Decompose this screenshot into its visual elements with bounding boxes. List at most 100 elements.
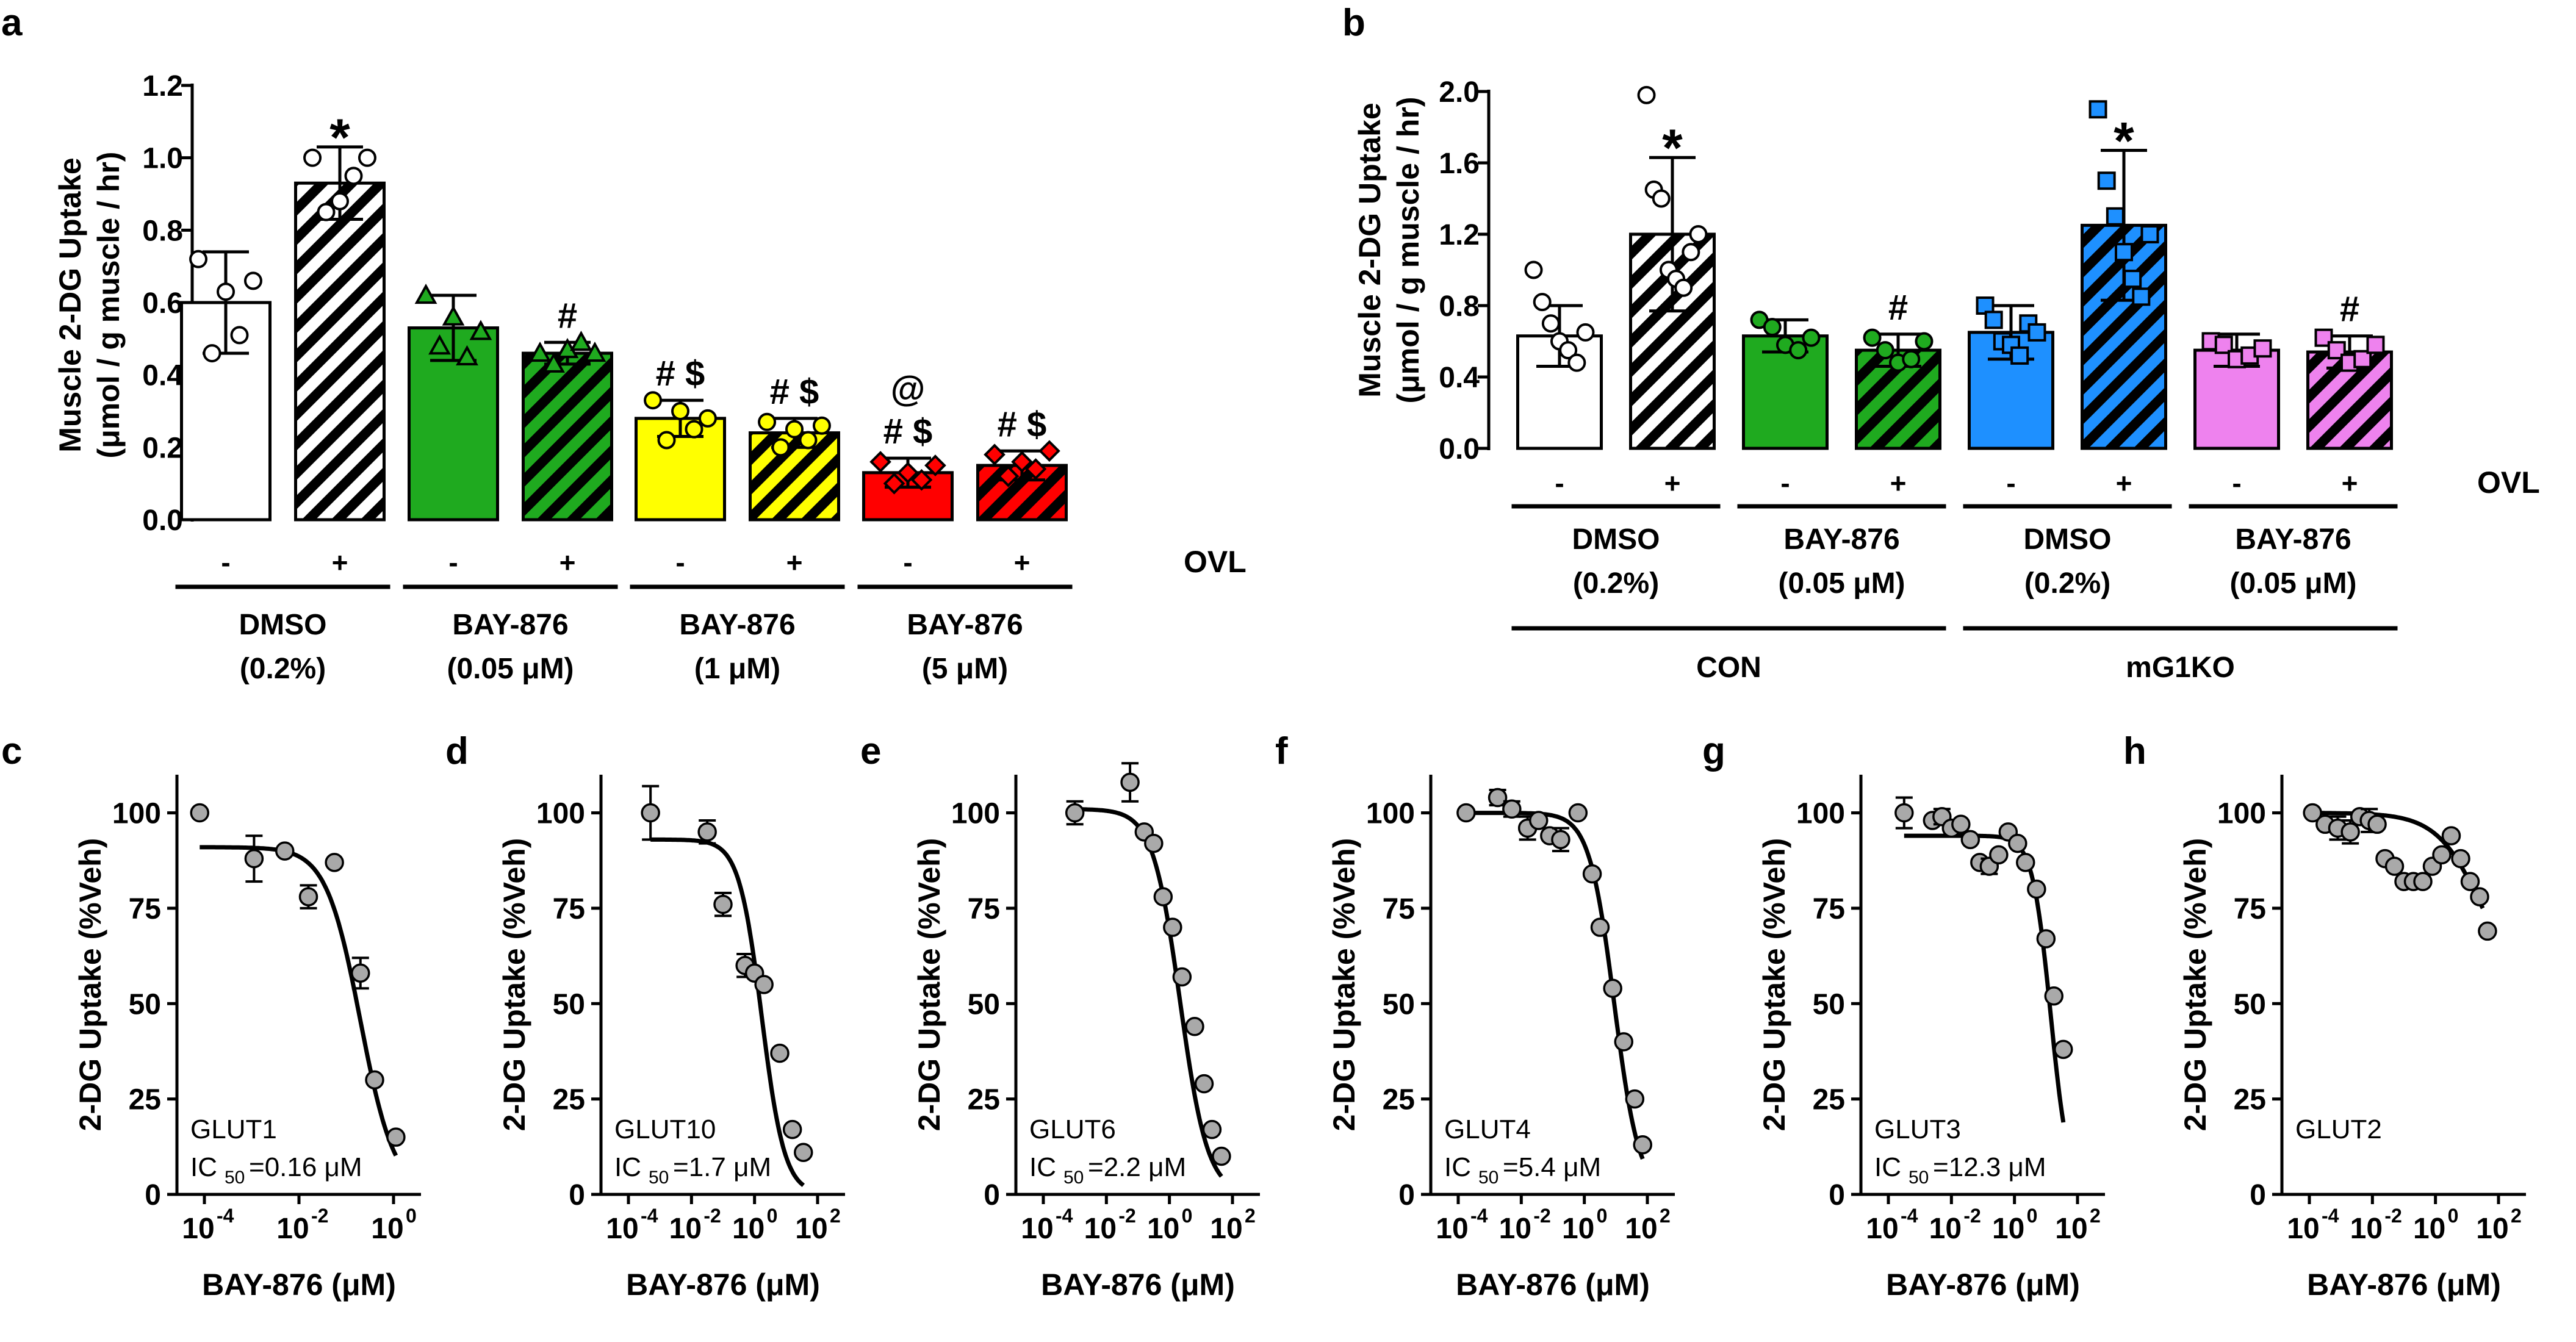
data-point-a: [758, 412, 777, 431]
x-tick-exponent-d: -2: [703, 1205, 721, 1227]
data-point-h: [2451, 849, 2470, 869]
x-tick-label-d: 10: [732, 1213, 765, 1245]
data-point-f: [1633, 1135, 1652, 1155]
data-point-a: [812, 416, 831, 435]
ovl-sign-a: +: [332, 547, 348, 578]
ovl-sign-a: -: [675, 547, 685, 578]
data-point-a: [1024, 458, 1047, 480]
y-tick-label-d: 25: [553, 1084, 585, 1116]
data-point-a: [644, 391, 663, 410]
data-point-b: [1524, 260, 1543, 279]
data-point-a: [456, 345, 478, 365]
fit-curve-c: [200, 845, 398, 1157]
ovl-sign-a: -: [221, 547, 230, 578]
panel-letter-h: h: [2123, 730, 2146, 772]
data-point-a: [997, 465, 1020, 487]
data-point-a: [897, 462, 919, 484]
x-tick-label-g: 10: [1929, 1213, 1962, 1245]
data-point-b: [2027, 323, 2046, 342]
data-point-b: [1576, 323, 1595, 342]
fit-curve-g: [1904, 833, 2066, 1123]
data-point-b: [1902, 350, 1921, 368]
x-axis-label-d: BAY-876 (μM): [626, 1268, 820, 1302]
x-tick-exponent-d: -4: [641, 1205, 658, 1227]
data-point-d: [697, 822, 717, 842]
significance-mark-a: *: [329, 109, 350, 167]
ic50-subscript-e: 50: [1063, 1168, 1084, 1188]
ic50-prefix-e: IC: [1029, 1152, 1056, 1182]
significance-mark-a: # $: [883, 412, 933, 451]
bar-b: [1742, 334, 1829, 450]
data-point-a: [344, 167, 363, 185]
data-point-a: [243, 271, 262, 290]
y-tick-label-e: 25: [968, 1084, 1000, 1116]
data-point-d: [794, 1143, 813, 1162]
y-tick-label-f: 25: [1383, 1084, 1415, 1116]
data-point-h: [2478, 921, 2497, 941]
x-tick-exponent-e: 0: [1182, 1205, 1193, 1227]
y-tick-label-c: 100: [112, 798, 161, 830]
ic50-value-f: =5.4 μM: [1503, 1152, 1601, 1182]
group-label-a: BAY-876: [679, 609, 795, 641]
x-tick-exponent-h: -4: [2322, 1205, 2339, 1227]
data-point-a: [984, 443, 1006, 466]
y-tick-label-h: 0: [2250, 1179, 2266, 1211]
data-point-d: [770, 1043, 790, 1063]
ic50-subscript-f: 50: [1478, 1168, 1498, 1188]
bar-a: [749, 431, 840, 522]
y-tick-label-f: 75: [1383, 893, 1415, 925]
y-tick-label-a: 0.8: [142, 215, 183, 247]
data-point-g: [2036, 929, 2056, 949]
x-tick-exponent-c: -2: [311, 1205, 328, 1227]
y-tick-label-g: 75: [1813, 893, 1845, 925]
ovl-sign-b: +: [1664, 467, 1681, 499]
y-tick-label-h: 100: [2217, 798, 2266, 830]
data-point-b: [1802, 328, 1821, 347]
data-point-c: [365, 1070, 384, 1090]
group-label-b: (0.05 μM): [2229, 567, 2356, 600]
bar-a: [522, 351, 613, 522]
data-point-h: [2384, 856, 2405, 876]
y-tick-label-e: 50: [968, 988, 1000, 1021]
data-point-b: [1533, 293, 1552, 312]
x-tick-exponent-d: 0: [767, 1205, 778, 1227]
data-point-d: [713, 894, 733, 914]
y-axis-label-e: 2-DG Uptake (%Veh): [912, 838, 946, 1132]
x-tick-exponent-d: 2: [830, 1205, 841, 1227]
y-axis-label-c: 2-DG Uptake (%Veh): [73, 838, 107, 1132]
data-point-f: [1582, 864, 1602, 884]
data-point-b: [1652, 189, 1671, 208]
data-point-b: [1789, 341, 1808, 360]
data-point-h: [2413, 872, 2433, 891]
data-point-a: [883, 472, 905, 495]
y-tick-label-c: 75: [129, 893, 161, 925]
data-point-g: [1989, 845, 2009, 865]
y-tick-label-d: 100: [536, 798, 585, 830]
data-point-b: [1637, 85, 1656, 104]
chart-b-ovl-label: OVL: [2477, 465, 2540, 500]
data-point-h: [2432, 845, 2452, 865]
data-point-a: [303, 148, 322, 167]
ovl-sign-a: -: [448, 547, 458, 578]
ovl-sign-b: -: [2232, 467, 2241, 499]
data-point-b: [1876, 341, 1894, 360]
y-axis-label-g: 2-DG Uptake (%Veh): [1757, 838, 1791, 1132]
y-axis-label-d: 2-DG Uptake (%Veh): [497, 838, 531, 1132]
panel-letter-a: a: [1, 2, 23, 44]
chart-b-ylabel-line1: Muscle 2-DG Uptake: [1353, 102, 1387, 397]
data-point-f: [1603, 978, 1622, 999]
ic50-value-e: =2.2 μM: [1088, 1152, 1186, 1182]
data-point-e: [1144, 833, 1164, 853]
x-tick-exponent-c: -4: [217, 1205, 234, 1227]
x-tick-label-e: 10: [1210, 1213, 1242, 1245]
x-tick-label-f: 10: [1499, 1213, 1531, 1245]
data-point-a: [910, 468, 933, 491]
significance-mark-b: #: [2340, 290, 2359, 329]
x-tick-exponent-g: 0: [2027, 1205, 2038, 1227]
y-axis-label-f: 2-DG Uptake (%Veh): [1327, 838, 1361, 1132]
significance-mark-a: #: [558, 296, 577, 336]
data-point-h: [2340, 822, 2360, 842]
group-label-b: DMSO: [2024, 523, 2112, 556]
y-tick-label-g: 100: [1796, 798, 1845, 830]
